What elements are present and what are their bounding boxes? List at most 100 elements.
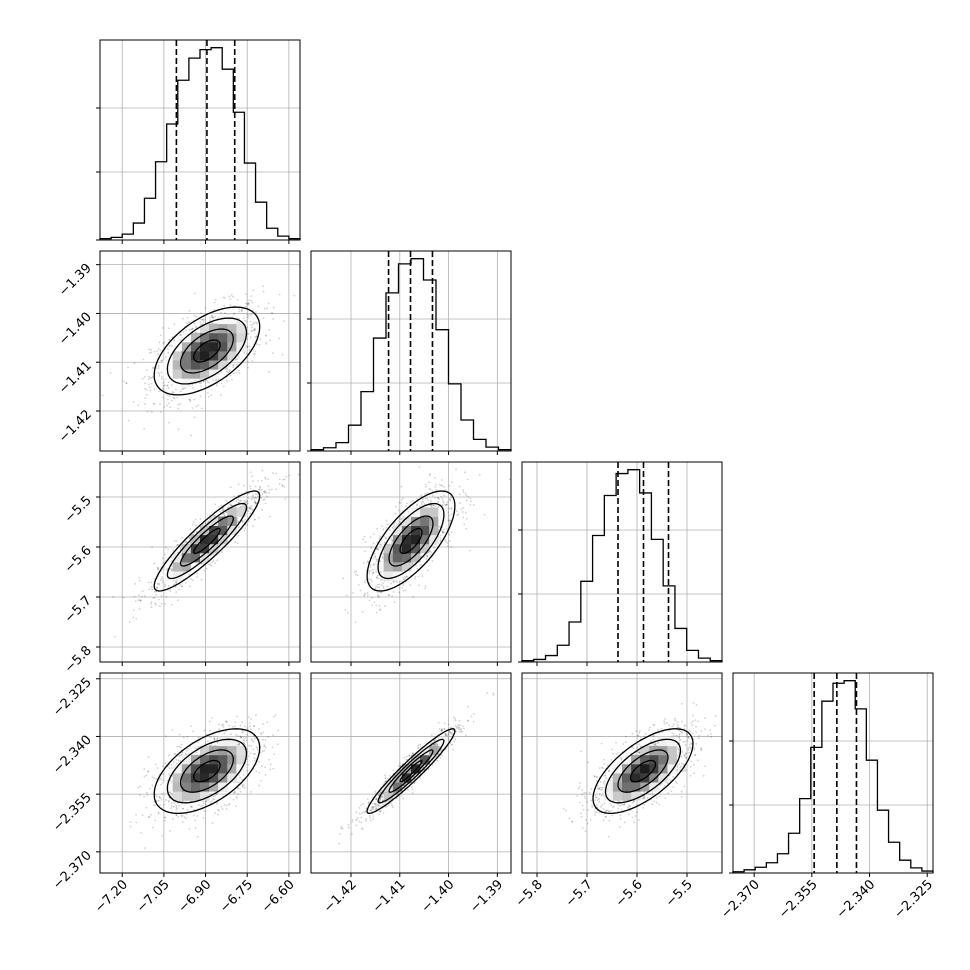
sample-point <box>272 352 274 355</box>
density-cell <box>236 323 246 334</box>
sample-point <box>258 728 260 730</box>
sample-point <box>441 729 443 732</box>
sample-point <box>442 531 445 534</box>
sample-point <box>378 609 381 612</box>
sample-point <box>257 516 260 519</box>
sample-point <box>150 601 153 604</box>
sample-point <box>152 366 155 369</box>
sample-point <box>161 834 163 837</box>
sample-point <box>243 787 246 789</box>
sample-point <box>265 491 268 494</box>
sample-point <box>143 595 146 598</box>
density-cell <box>227 314 237 325</box>
sample-point <box>380 591 383 594</box>
sample-point <box>195 315 198 318</box>
sample-point <box>380 544 382 546</box>
contour-2 <box>377 502 445 580</box>
sample-point <box>434 483 437 486</box>
sample-point <box>213 798 216 801</box>
sample-point <box>174 586 177 588</box>
sample-point <box>252 353 255 356</box>
sample-point <box>469 549 471 552</box>
sample-point <box>190 725 193 728</box>
sample-point <box>251 360 254 363</box>
sample-point <box>254 501 257 504</box>
sample-point <box>157 364 160 367</box>
sample-point <box>215 378 218 381</box>
sample-point <box>161 387 164 390</box>
sample-point <box>243 505 246 508</box>
sample-point <box>159 804 161 807</box>
sample-point <box>251 313 253 315</box>
sample-point <box>203 729 206 732</box>
sample-point <box>225 370 228 373</box>
density-cell <box>411 516 421 527</box>
sample-point <box>176 807 179 810</box>
sample-point <box>158 796 161 799</box>
sample-point <box>173 540 176 542</box>
sample-point <box>215 803 218 805</box>
sample-point <box>245 305 248 308</box>
sample-point <box>478 473 481 476</box>
sample-point <box>255 343 258 345</box>
sample-point <box>274 714 277 716</box>
sample-point <box>178 733 181 736</box>
sample-point <box>268 758 271 761</box>
sample-point <box>188 309 191 312</box>
sample-point <box>143 375 146 378</box>
sample-point <box>251 329 254 332</box>
sample-point <box>237 521 239 524</box>
sample-point <box>246 748 248 751</box>
sample-point <box>163 819 166 822</box>
density-cell <box>209 782 219 792</box>
sample-point <box>153 777 156 780</box>
density-cell <box>227 773 237 783</box>
sample-point <box>363 535 366 538</box>
sample-point <box>258 784 260 787</box>
density-cell <box>227 736 237 747</box>
sample-point <box>431 490 434 493</box>
sample-point <box>167 351 170 354</box>
sample-point <box>258 488 261 491</box>
density-cell <box>401 516 412 527</box>
sample-point <box>170 569 173 572</box>
sample-point <box>220 382 223 385</box>
sample-point <box>225 720 228 723</box>
sample-point <box>167 801 170 803</box>
sample-point <box>222 385 225 388</box>
sample-point <box>164 762 167 765</box>
sample-point <box>458 485 461 488</box>
sample-point <box>238 356 241 359</box>
sample-point <box>209 316 211 319</box>
sample-point <box>370 578 372 581</box>
sample-point <box>264 490 267 492</box>
sample-point <box>250 498 253 501</box>
sample-point <box>392 581 395 583</box>
sample-point <box>188 828 191 831</box>
sample-point <box>381 799 384 801</box>
sample-point <box>278 337 281 340</box>
sample-point <box>386 523 389 526</box>
sample-point <box>185 749 188 752</box>
density-cell <box>172 562 183 572</box>
sample-point <box>251 301 254 304</box>
sample-point <box>366 594 369 597</box>
sample-point <box>263 744 266 747</box>
sample-point <box>443 494 446 497</box>
sample-point <box>252 748 255 751</box>
sample-point <box>250 507 252 510</box>
sample-point <box>251 475 254 478</box>
sample-point <box>252 495 255 498</box>
sample-point <box>284 497 287 500</box>
sample-point <box>438 497 440 500</box>
sample-point <box>173 802 176 804</box>
sample-point <box>141 595 143 598</box>
sample-point <box>187 747 189 750</box>
sample-point <box>437 500 439 503</box>
sample-point <box>199 395 202 398</box>
sample-point <box>154 793 157 796</box>
sample-point <box>373 552 376 555</box>
density-cell <box>200 745 210 756</box>
sample-point <box>150 410 153 413</box>
sample-point <box>458 719 461 722</box>
